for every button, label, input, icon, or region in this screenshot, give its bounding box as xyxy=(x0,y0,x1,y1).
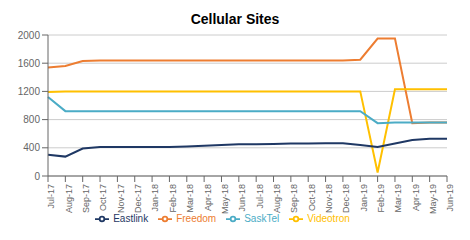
svg-text:Aug-18: Aug-18 xyxy=(272,184,282,213)
svg-text:Jun-18: Jun-18 xyxy=(237,184,247,212)
svg-text:Nov-17: Nov-17 xyxy=(116,184,126,213)
html-text:Freedom: Freedom xyxy=(176,212,217,224)
svg-text:Apr-19: Apr-19 xyxy=(411,184,421,211)
svg-text:Oct-18: Oct-18 xyxy=(307,184,317,211)
svg-text:Feb-19: Feb-19 xyxy=(376,184,386,213)
svg-text:Feb-18: Feb-18 xyxy=(168,184,178,213)
svg-text:0: 0 xyxy=(34,171,40,182)
svg-text:800: 800 xyxy=(23,114,40,125)
html-text:Cellular Sites: Cellular Sites xyxy=(190,11,280,27)
svg-text:Jul-17: Jul-17 xyxy=(46,184,56,209)
html-text:SaskTel: SaskTel xyxy=(244,212,280,224)
html-text:Videotron: Videotron xyxy=(307,212,350,224)
svg-text:Dec-17: Dec-17 xyxy=(133,184,143,213)
svg-text:Mar-19: Mar-19 xyxy=(393,184,403,213)
svg-text:Aug-17: Aug-17 xyxy=(64,184,74,213)
svg-text:Jul-18: Jul-18 xyxy=(255,184,265,209)
svg-text:May-19: May-19 xyxy=(428,184,438,214)
svg-text:2000: 2000 xyxy=(18,30,41,41)
svg-text:Sep-18: Sep-18 xyxy=(289,184,299,213)
svg-text:Jun-19: Jun-19 xyxy=(445,184,455,212)
svg-text:1200: 1200 xyxy=(18,86,41,97)
svg-text:May-18: May-18 xyxy=(220,184,230,214)
svg-text:Nov-18: Nov-18 xyxy=(324,184,334,213)
svg-text:Sep-17: Sep-17 xyxy=(81,184,91,213)
svg-text:Apr-18: Apr-18 xyxy=(203,184,213,211)
svg-text:400: 400 xyxy=(23,142,40,153)
svg-text:Oct-17: Oct-17 xyxy=(98,184,108,211)
svg-text:Jan-19: Jan-19 xyxy=(359,184,369,212)
svg-text:1600: 1600 xyxy=(18,58,41,69)
svg-text:Dec-18: Dec-18 xyxy=(341,184,351,213)
html-text:Eastlink: Eastlink xyxy=(113,212,149,224)
svg-text:Mar-18: Mar-18 xyxy=(185,184,195,213)
svg-text:Jan-18: Jan-18 xyxy=(150,184,160,212)
